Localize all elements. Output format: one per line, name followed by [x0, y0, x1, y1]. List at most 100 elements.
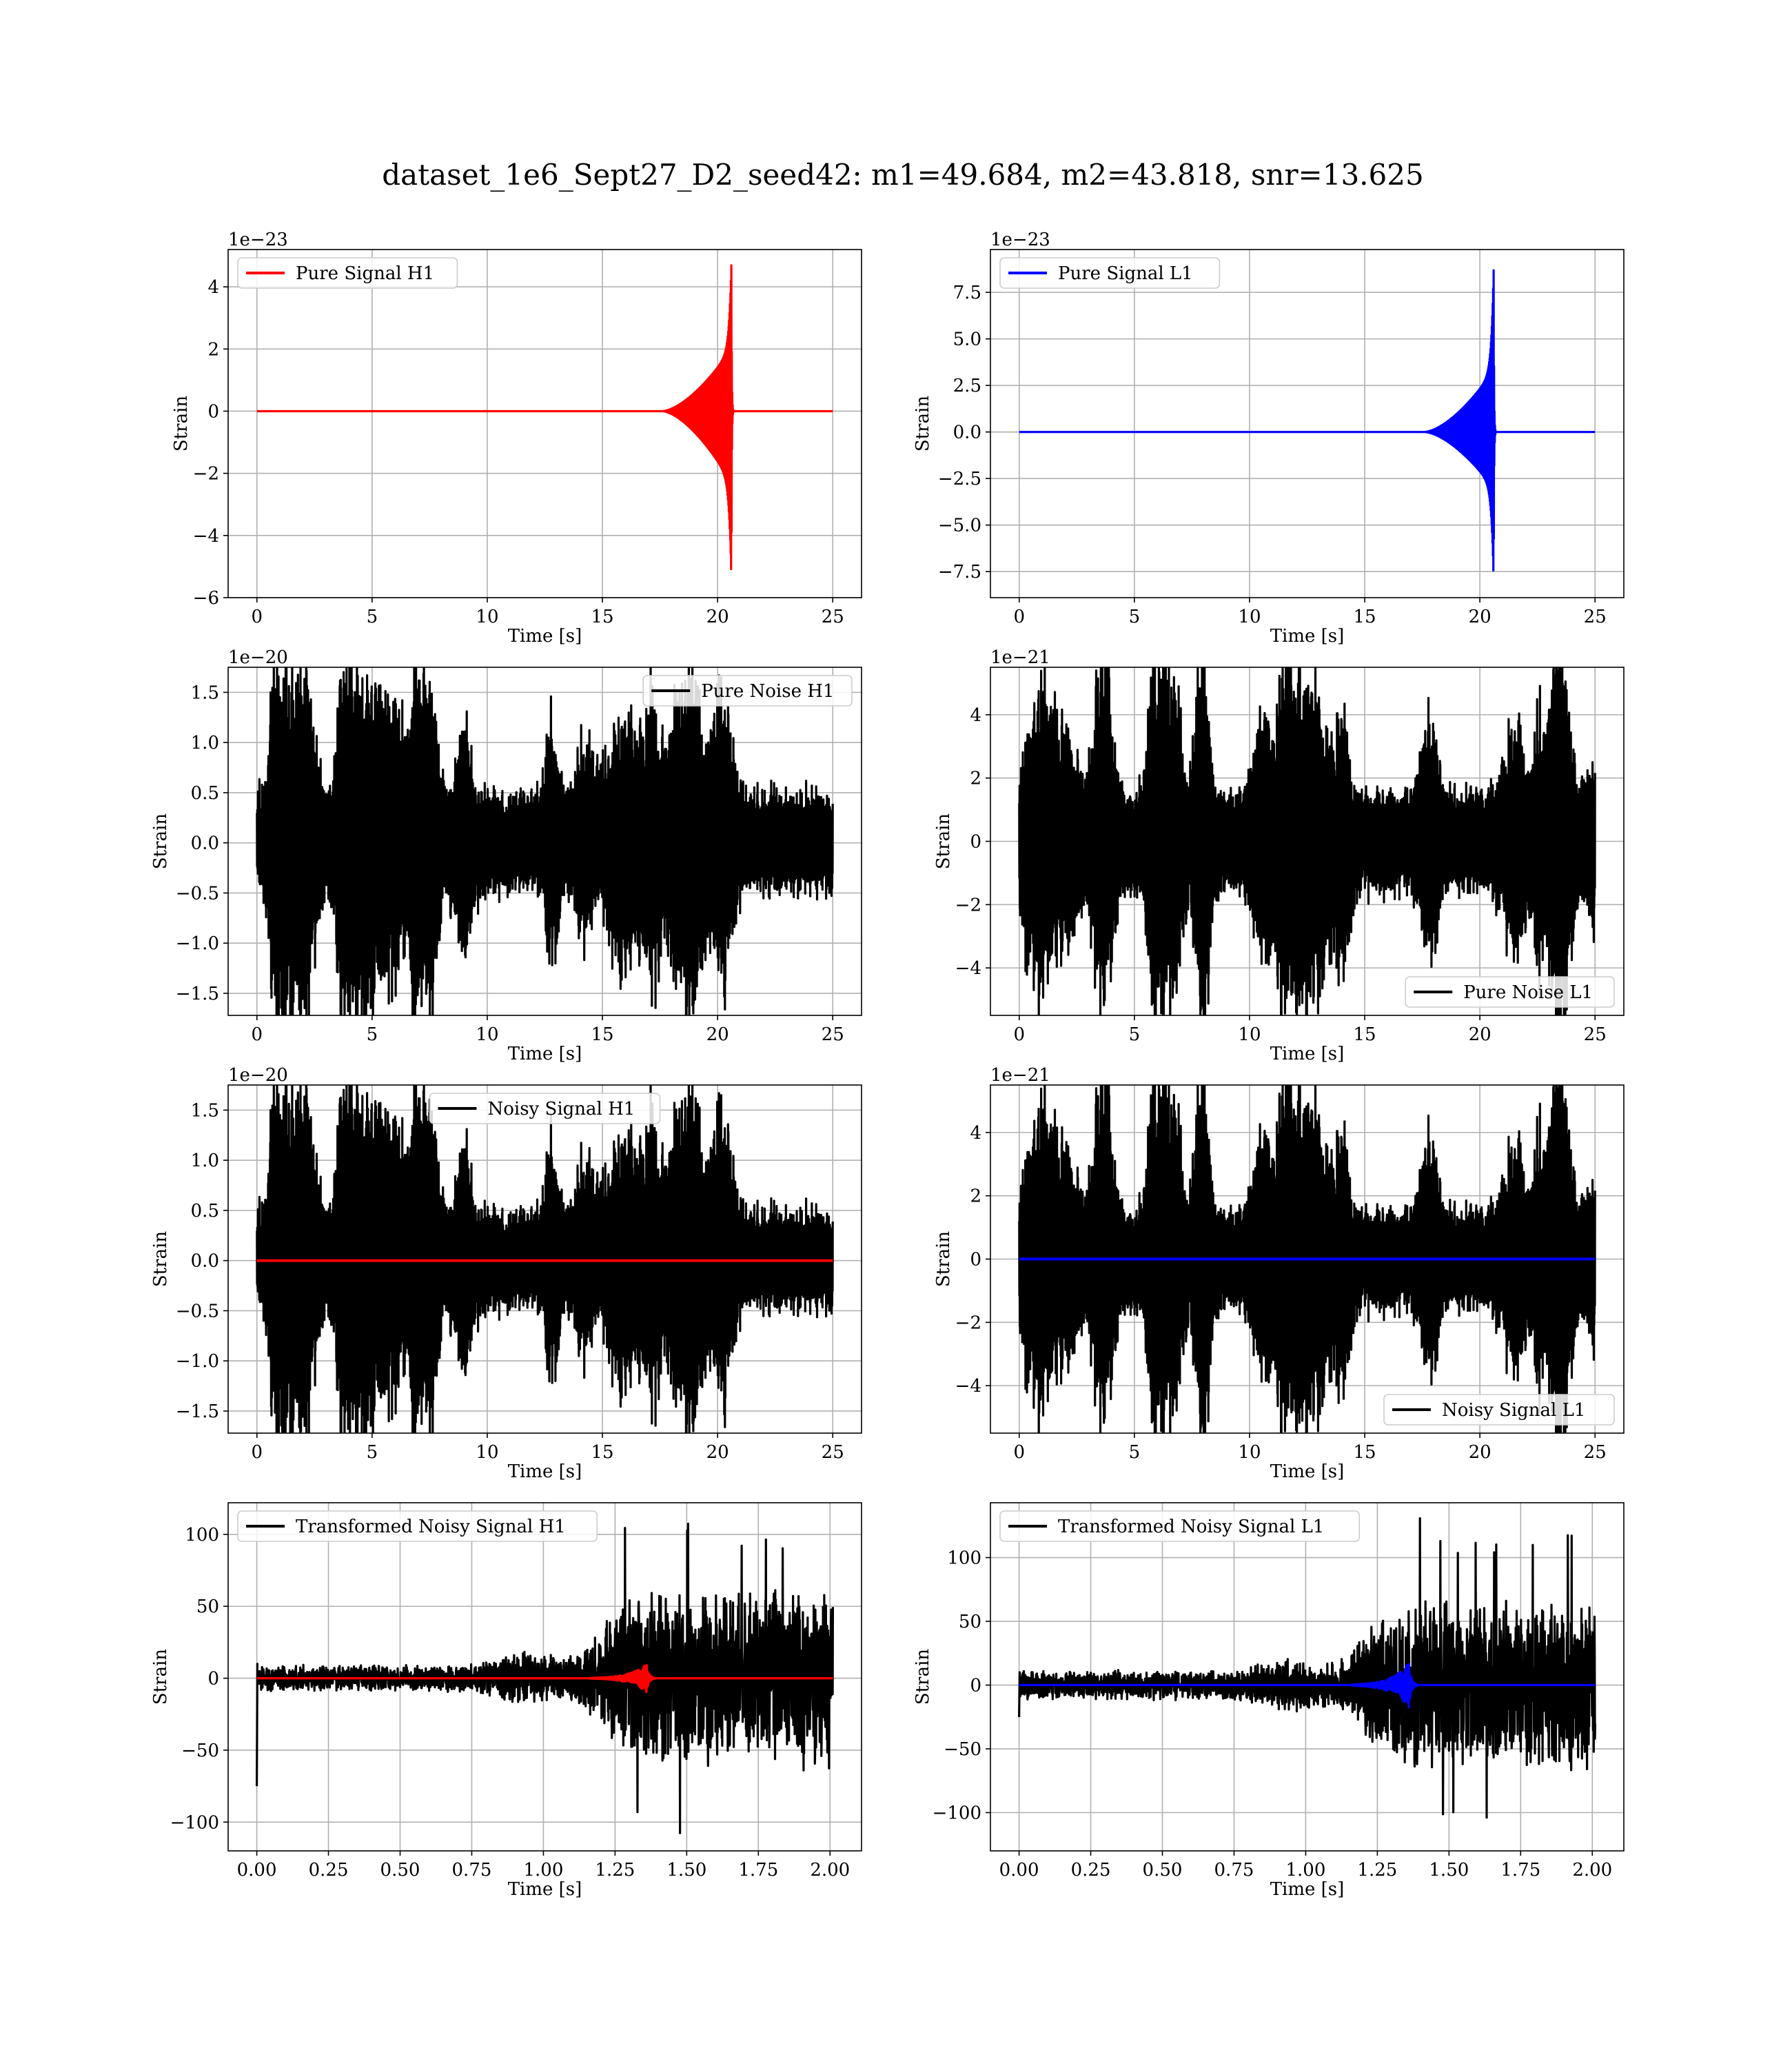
- y-tick-label: 1.5: [191, 1100, 219, 1121]
- offset-label: 1e−23: [990, 230, 1050, 250]
- plot-area: [256, 1522, 834, 1834]
- x-tick-label: 0: [251, 607, 263, 627]
- x-tick-label: 0.00: [999, 1860, 1039, 1881]
- legend: Transformed Noisy Signal L1: [999, 1510, 1361, 1542]
- x-tick-label: 10: [476, 607, 498, 627]
- x-tick-label: 25: [1584, 1442, 1607, 1463]
- y-tick-label: 4: [207, 277, 219, 298]
- x-axis-label: Time [s]: [1270, 626, 1345, 647]
- y-tick-label: −4: [955, 958, 981, 979]
- series-noise: [256, 667, 834, 1015]
- y-tick-label: −0.5: [176, 883, 219, 904]
- plot-area: [1018, 269, 1596, 572]
- legend-label: Pure Noise H1: [701, 681, 834, 702]
- offset-label: 1e−23: [228, 230, 288, 250]
- x-tick-label: 0: [1013, 1442, 1025, 1463]
- offset-label: 1e−21: [990, 647, 1050, 668]
- axes-frame: [990, 1502, 1625, 1852]
- y-tick-label: 0: [970, 1250, 981, 1270]
- x-tick-label: 10: [1238, 607, 1261, 627]
- y-tick-label: −100: [933, 1803, 981, 1824]
- x-tick-label: 5: [367, 1024, 378, 1045]
- legend-label: Pure Signal L1: [1058, 263, 1193, 284]
- x-tick-label: 20: [1469, 1442, 1491, 1463]
- y-tick-label: 5.0: [953, 330, 981, 350]
- y-tick-label: 1.0: [191, 1150, 219, 1171]
- y-tick-label: −2: [193, 464, 219, 485]
- x-tick-label: 2.00: [810, 1860, 850, 1881]
- y-axis-label: Strain: [913, 1649, 933, 1705]
- panel-bottom-right: 0.00 0.25 0.50 0.75 1.00 1.25 1.50 1.75 2.00 −100…: [913, 1502, 1625, 1900]
- y-tick-label: −1.0: [176, 933, 219, 954]
- series-chirp: [1018, 1663, 1596, 1709]
- y-tick-label: −1.0: [176, 1351, 219, 1372]
- y-tick-label: 0: [970, 1676, 981, 1696]
- y-tick-label: 4: [970, 1123, 981, 1144]
- legend-label: Noisy Signal H1: [488, 1099, 635, 1119]
- panel-top-right: 0 5 10 15 20 25 −7.5 −5.0 −2.5 0.0 2.5 5.0 7.5 Time […: [913, 230, 1625, 647]
- panel-row3-right: 0 5 10 15 20 25 −4 −2 0 2 4 Time [s] Strain 1e−21 Nois…: [933, 1065, 1625, 1482]
- axes-frame: [227, 1502, 862, 1852]
- axes-frame: [227, 1084, 862, 1434]
- figure-title: dataset_1e6_Sept27_D2_seed42: m1=49.684,…: [382, 158, 1423, 192]
- x-tick-label: 25: [1584, 1024, 1607, 1045]
- x-tick-label: 10: [1238, 1024, 1261, 1045]
- y-tick-label: 50: [959, 1612, 981, 1632]
- y-tick-label: 1.0: [191, 733, 219, 753]
- x-tick-label: 0: [251, 1024, 263, 1045]
- y-axis-label: Strain: [933, 1231, 954, 1288]
- x-tick-label: 0.25: [309, 1860, 349, 1881]
- legend: Transformed Noisy Signal H1: [237, 1510, 598, 1542]
- plot-area: [256, 264, 834, 571]
- x-tick-label: 20: [706, 1442, 729, 1463]
- x-tick-label: 10: [476, 1024, 498, 1045]
- x-tick-label: 0.75: [452, 1860, 492, 1881]
- plot-area: [1018, 1517, 1596, 1819]
- series-noise: [1018, 667, 1596, 1015]
- x-tick-label: 2.00: [1572, 1860, 1612, 1881]
- y-tick-label: −50: [181, 1741, 219, 1761]
- y-tick-label: 50: [196, 1596, 219, 1617]
- y-tick-label: 7.5: [953, 283, 981, 303]
- x-tick-label: 0.25: [1071, 1860, 1111, 1881]
- x-tick-label: 0.50: [380, 1860, 420, 1881]
- x-tick-label: 20: [1469, 1024, 1491, 1045]
- x-tick-label: 15: [1353, 1442, 1376, 1463]
- x-tick-label: 0: [251, 1442, 263, 1463]
- series-chirp: [256, 1664, 834, 1694]
- y-tick-label: −4: [193, 526, 219, 547]
- x-tick-label: 1.75: [738, 1860, 778, 1881]
- y-tick-label: −1.5: [176, 1401, 219, 1422]
- x-axis-label: Time [s]: [1270, 1461, 1345, 1482]
- x-tick-label: 1.75: [1500, 1860, 1540, 1881]
- x-tick-label: 15: [591, 607, 613, 627]
- y-axis-label: Strain: [150, 813, 171, 870]
- y-tick-label: 0.0: [191, 833, 219, 854]
- panel-top-left: 0 5 10 15 20 25 −6 −4 −2 0 2 4 Time [s] Strain 1e−23 Pu…: [171, 230, 862, 647]
- y-tick-label: 4: [970, 705, 981, 726]
- plot-area: [256, 1085, 834, 1433]
- plot-area: [256, 667, 834, 1015]
- x-tick-label: 1.25: [1357, 1860, 1397, 1881]
- y-axis-label: Strain: [150, 1231, 171, 1288]
- x-tick-label: 15: [1353, 607, 1376, 627]
- legend-label: Noisy Signal L1: [1442, 1400, 1585, 1421]
- x-axis-label: Time [s]: [508, 1044, 582, 1064]
- y-tick-label: 100: [947, 1548, 981, 1569]
- panel-row2-right: 0 5 10 15 20 25 −4 −2 0 2 4 Time [s] Strain 1e−21 Pure…: [933, 647, 1625, 1064]
- x-tick-label: 5: [1129, 1442, 1141, 1463]
- y-axis-label: Strain: [913, 396, 933, 452]
- series-noise: [256, 1085, 834, 1433]
- legend-box: [999, 257, 1221, 289]
- legend-label: Transformed Noisy Signal L1: [1058, 1517, 1324, 1537]
- legend: Pure Signal H1: [237, 257, 458, 289]
- x-tick-label: 1.50: [666, 1860, 706, 1881]
- y-tick-label: −2: [955, 1312, 981, 1333]
- legend: Noisy Signal H1: [429, 1093, 661, 1124]
- x-axis-label: Time [s]: [508, 1461, 582, 1482]
- x-axis-label: Time [s]: [508, 1879, 582, 1900]
- x-tick-label: 25: [1584, 607, 1607, 627]
